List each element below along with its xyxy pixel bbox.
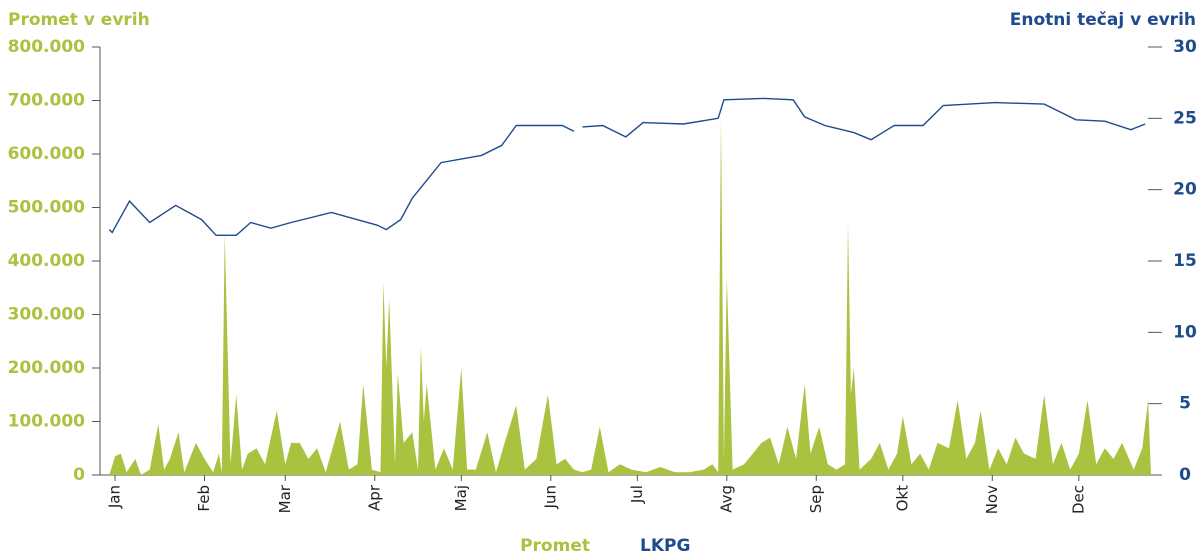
x-tick-label: Avg <box>717 485 735 513</box>
y-tick-label: 600.000 <box>8 144 86 164</box>
x-tick-label: Nov <box>983 485 1001 514</box>
y2-tick-label: 25 <box>1173 108 1197 128</box>
legend-label: LKPG <box>640 536 690 556</box>
line <box>108 97 1146 236</box>
x-tick-label: Jun <box>541 485 559 509</box>
y2-tick-label: 30 <box>1173 37 1197 57</box>
y-tick-label: 700.000 <box>8 91 86 111</box>
legend-label: Promet <box>520 536 590 556</box>
x-tick-label: Dec <box>1069 485 1087 514</box>
x-tick-label: Sep <box>807 485 825 513</box>
y-tick-label: 100.000 <box>8 412 86 432</box>
x-tick-label: Mar <box>276 484 294 513</box>
x-tick-label: Maj <box>452 485 470 511</box>
y-tick-label: 300.000 <box>8 305 86 325</box>
y-tick-label: 0 <box>73 465 85 485</box>
y-tick-label: 200.000 <box>8 358 86 378</box>
x-tick-label: Okt <box>893 485 911 511</box>
x-tick-label: Jul <box>628 485 646 504</box>
y2-tick-label: 15 <box>1173 251 1197 271</box>
y2-tick-label: 5 <box>1179 394 1191 414</box>
y-tick-label: 800.000 <box>8 37 86 57</box>
y2-tick-label: 10 <box>1173 322 1197 342</box>
x-tick-label: Jan <box>106 485 124 509</box>
y-tick-label: 400.000 <box>8 251 86 271</box>
y2-tick-label: 0 <box>1179 465 1191 485</box>
area <box>109 116 1151 475</box>
x-tick-label: Apr <box>365 484 383 511</box>
y-axis-title: Promet v evrih <box>8 10 150 30</box>
y2-tick-label: 20 <box>1173 180 1197 200</box>
y2-axis-title: Enotni tečaj v evrih <box>1010 10 1196 30</box>
x-tick-label: Feb <box>195 485 213 512</box>
y-tick-label: 500.000 <box>8 198 86 218</box>
